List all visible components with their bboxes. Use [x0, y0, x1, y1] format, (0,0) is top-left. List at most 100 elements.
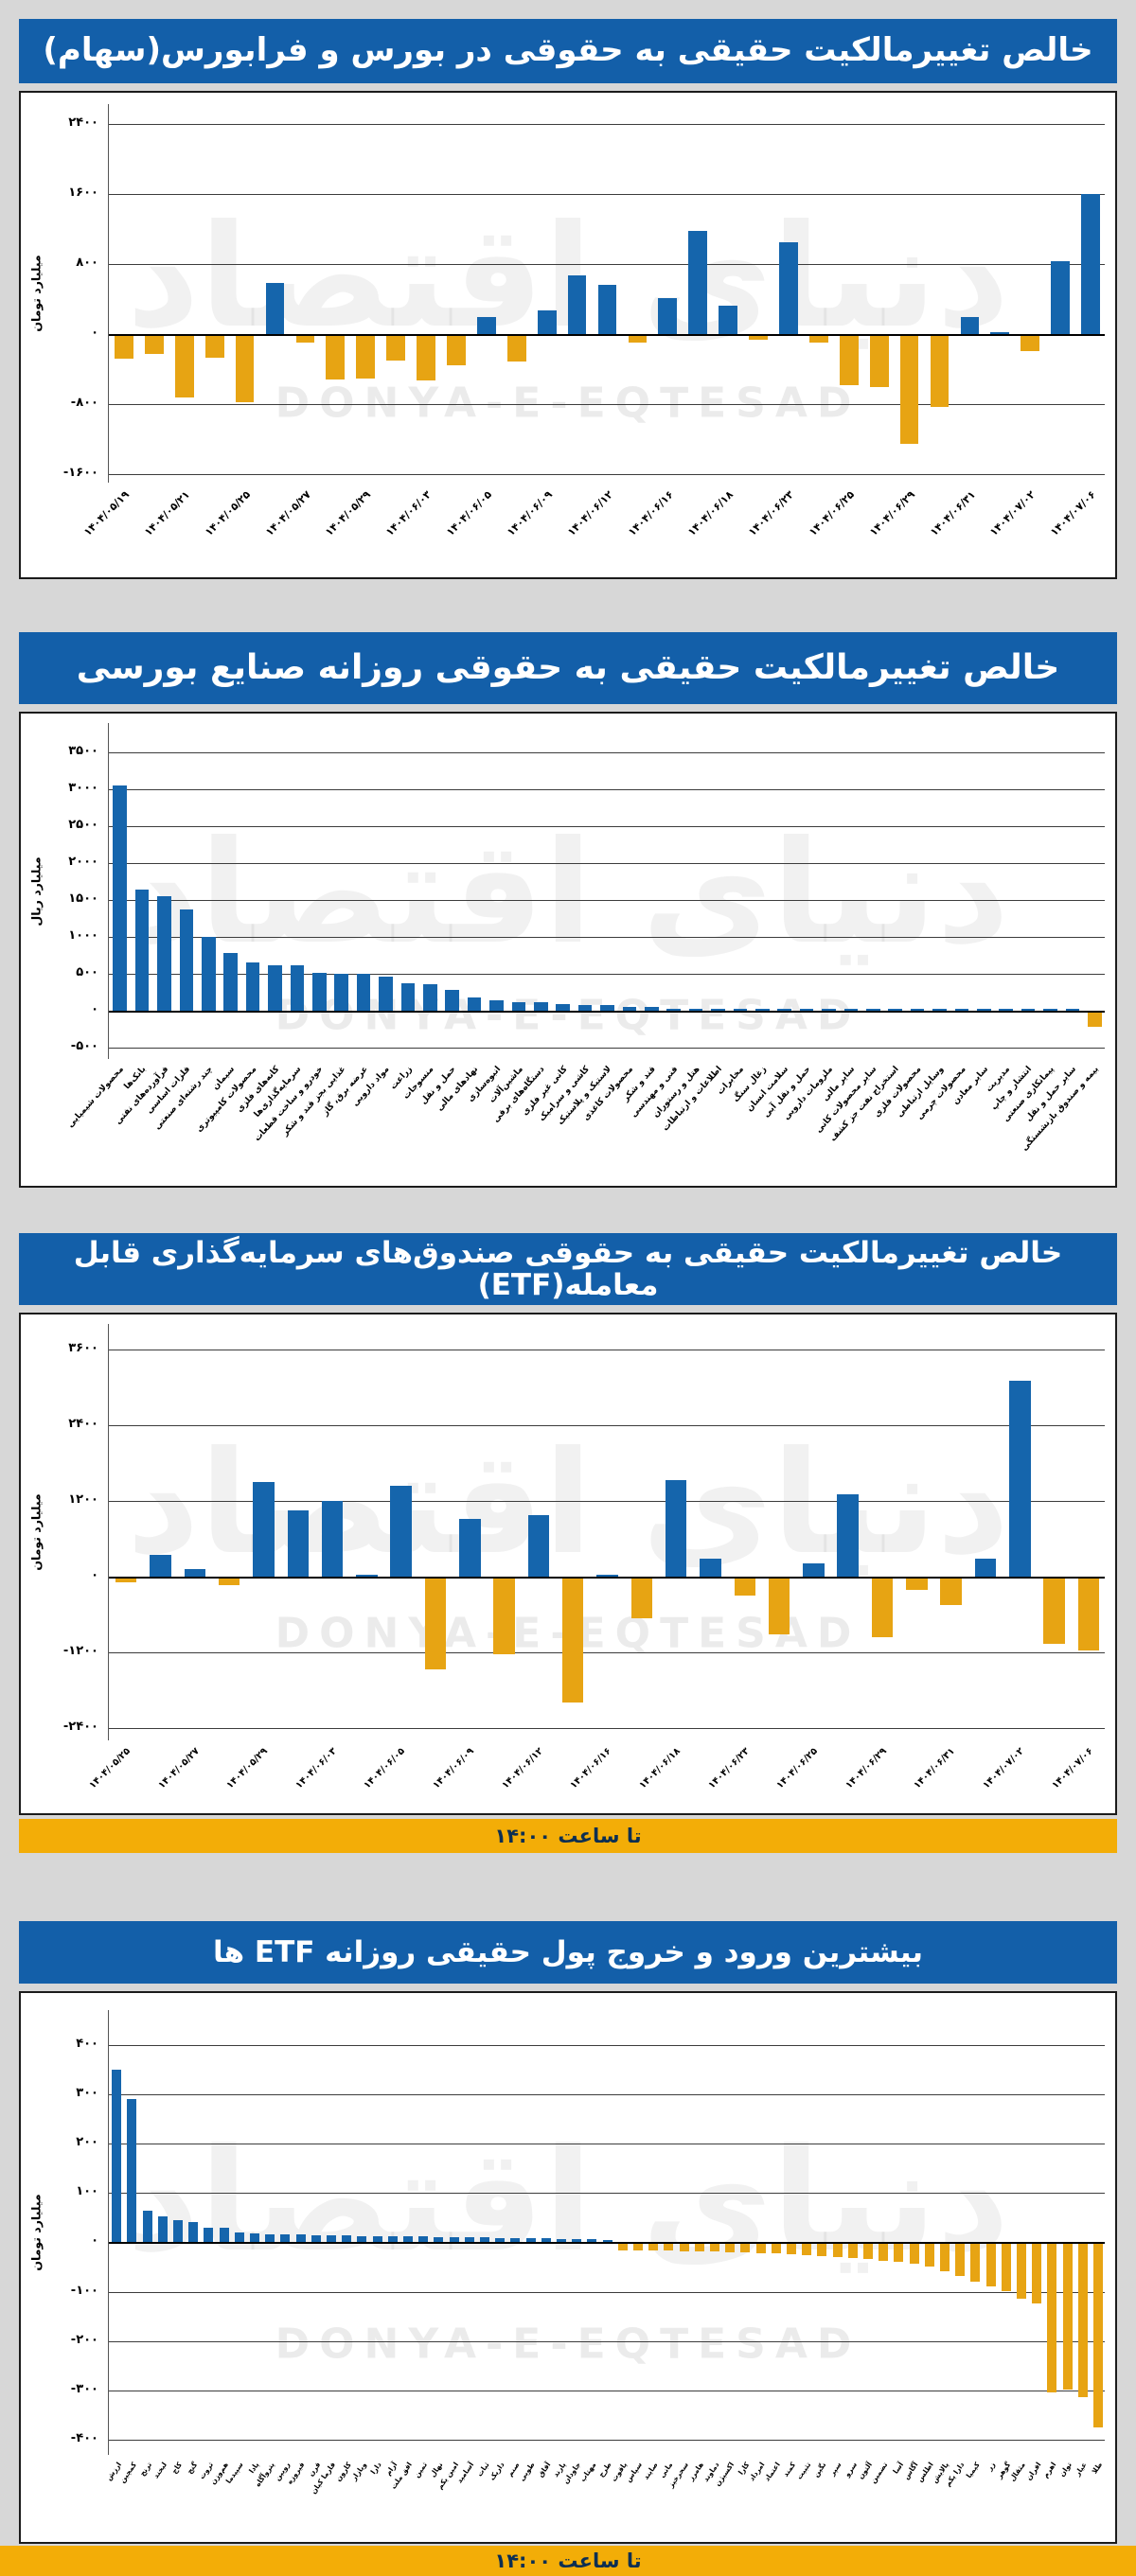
bar: [204, 336, 224, 359]
bar: [932, 1009, 947, 1012]
y-tick-label: ۱۰۰۰: [68, 928, 98, 944]
x-tick-label: صایند: [641, 2461, 660, 2481]
x-tick-label: ۱۴۰۴/۰۶/۲۹: [866, 488, 917, 538]
bar: [802, 2244, 812, 2255]
chart1-title: خالص تغییرمالکیت حقیقی به حقوقی در بورس …: [43, 31, 1093, 70]
y-tick-label: ۳۶۰۰: [68, 1340, 98, 1355]
x-tick-label: تثبیت: [794, 2461, 813, 2481]
bar: [134, 889, 150, 1012]
gridline: [109, 194, 1105, 196]
chart3-footer-label: تا ساعت ۱۴:۰۰: [494, 1825, 642, 1847]
y-tick-label: ۴۰۰: [76, 2036, 98, 2051]
bar: [249, 2233, 259, 2243]
bar: [218, 1578, 240, 1585]
y-tick-label: ۱۵۰۰: [68, 891, 98, 907]
bar: [955, 2244, 966, 2277]
bar: [974, 1559, 997, 1577]
bar: [534, 1002, 548, 1012]
y-tick-label: ۸۰۰: [76, 256, 98, 271]
bar: [843, 1009, 859, 1012]
y-tick-label: -۱۰۰: [70, 2283, 98, 2298]
bar: [665, 1479, 687, 1577]
x-tick-label: ۱۴۰۴/۰۵/۲۹: [224, 1746, 271, 1791]
bar: [235, 336, 255, 403]
bar: [1021, 336, 1040, 351]
x-tick-label: اهرم: [1041, 2461, 1058, 2479]
y-tick-label: ۳۰۰۰: [68, 781, 98, 796]
x-tick-label: ۱۴۰۴/۰۶/۰۵: [444, 488, 495, 538]
bar: [423, 984, 437, 1012]
bar: [1062, 2244, 1073, 2391]
x-tick-label: عیار: [1073, 2461, 1090, 2478]
gridline: [109, 2044, 1105, 2046]
bar: [179, 909, 194, 1012]
bar: [174, 336, 194, 397]
bar: [1077, 2244, 1088, 2398]
bar: [597, 285, 617, 334]
bar: [869, 336, 889, 387]
x-tick-label: کاج: [169, 2461, 185, 2476]
gridline: [109, 2193, 1105, 2195]
bar: [910, 1009, 925, 1012]
bar: [223, 952, 238, 1012]
bar: [1047, 2244, 1057, 2393]
bar: [113, 785, 127, 1012]
bar: [334, 973, 348, 1012]
chart1-title-bar: خالص تغییرمالکیت حقیقی به حقوقی در بورس …: [19, 19, 1117, 83]
x-tick-label: ۱۴۰۴/۰۶/۱۶: [625, 488, 676, 538]
bar: [755, 1009, 770, 1012]
bar: [556, 2238, 566, 2243]
chart2-panel: دنیای اقتصاد DONYA-E-EQTESAD میلیارد ریا…: [19, 712, 1117, 1188]
gridline: [109, 2440, 1105, 2442]
bar: [664, 2244, 674, 2251]
bar: [711, 1008, 725, 1012]
gridline: [109, 900, 1105, 902]
x-tick-label: ۱۴۰۴/۰۶/۳۱: [927, 488, 978, 538]
bar: [561, 1578, 584, 1703]
x-tick-label: طوبی: [517, 2461, 537, 2483]
chart1-plot-area: ۱۴۰۴/۰۵/۱۹ ۱۴۰۴/۰۵/۲۱ ۱۴۰۴/۰۵/۲۵ ۱۴۰۴/۰۵/۲۷…: [81, 104, 1105, 538]
bar: [734, 1578, 755, 1596]
chart4-y-axis: ۴۰۰ ۳۰۰ ۲۰۰ ۱۰۰ ۰ -۱۰۰ -۲۰۰ -۳۰۰ -۴۰۰: [34, 2010, 102, 2455]
x-tick-label: طلا: [1090, 2461, 1105, 2476]
gridline: [109, 403, 1105, 405]
bar: [602, 2239, 612, 2243]
bar: [1088, 1013, 1102, 1027]
x-tick-label: سپر: [827, 2461, 843, 2478]
bar: [688, 230, 708, 334]
bar: [832, 2244, 843, 2257]
bar: [390, 1485, 412, 1577]
x-tick-label: ۱۴۰۴/۰۵/۲۷: [156, 1746, 202, 1791]
bar: [985, 2244, 996, 2286]
bar: [879, 2244, 889, 2261]
bar: [464, 2237, 474, 2243]
bar: [866, 1009, 880, 1012]
bar: [990, 332, 1010, 334]
bar: [777, 1009, 791, 1012]
x-tick-label: ثمین: [412, 2461, 430, 2479]
bar: [999, 1009, 1013, 1012]
gridline: [109, 2340, 1105, 2342]
x-tick-label: ۱۴۰۴/۰۷/۰۶: [1048, 488, 1099, 538]
chart4-title: بیشترین ورود و خروج پول حقیقی روزانه ETF…: [212, 1934, 924, 1969]
y-tick-label: ۵۰۰: [76, 965, 98, 980]
gridline: [109, 1651, 1105, 1653]
bar: [630, 1578, 653, 1619]
bar: [245, 962, 260, 1012]
bar: [112, 2069, 122, 2243]
bar: [115, 336, 133, 359]
y-tick-label: ۰: [91, 326, 98, 340]
x-tick-label: ۱۴۰۴/۰۶/۱۲: [500, 1746, 545, 1791]
bar: [977, 1009, 991, 1012]
bar: [172, 2219, 183, 2243]
y-tick-label: ۲۵۰۰: [68, 818, 98, 833]
y-tick-label: ۱۶۰۰: [68, 185, 98, 201]
y-tick-label: ۱۲۰۰: [68, 1491, 98, 1507]
x-tick-label: ۱۴۰۴/۰۷/۰۶: [1050, 1746, 1095, 1791]
x-tick-label: ۱۴۰۴/۰۶/۲۵: [774, 1746, 821, 1791]
bar: [127, 2099, 137, 2243]
x-tick-label: نگین: [811, 2461, 828, 2479]
bar: [930, 336, 950, 407]
bar: [445, 989, 459, 1012]
chart3-footer-time: تا ساعت ۱۴:۰۰: [19, 1819, 1117, 1853]
